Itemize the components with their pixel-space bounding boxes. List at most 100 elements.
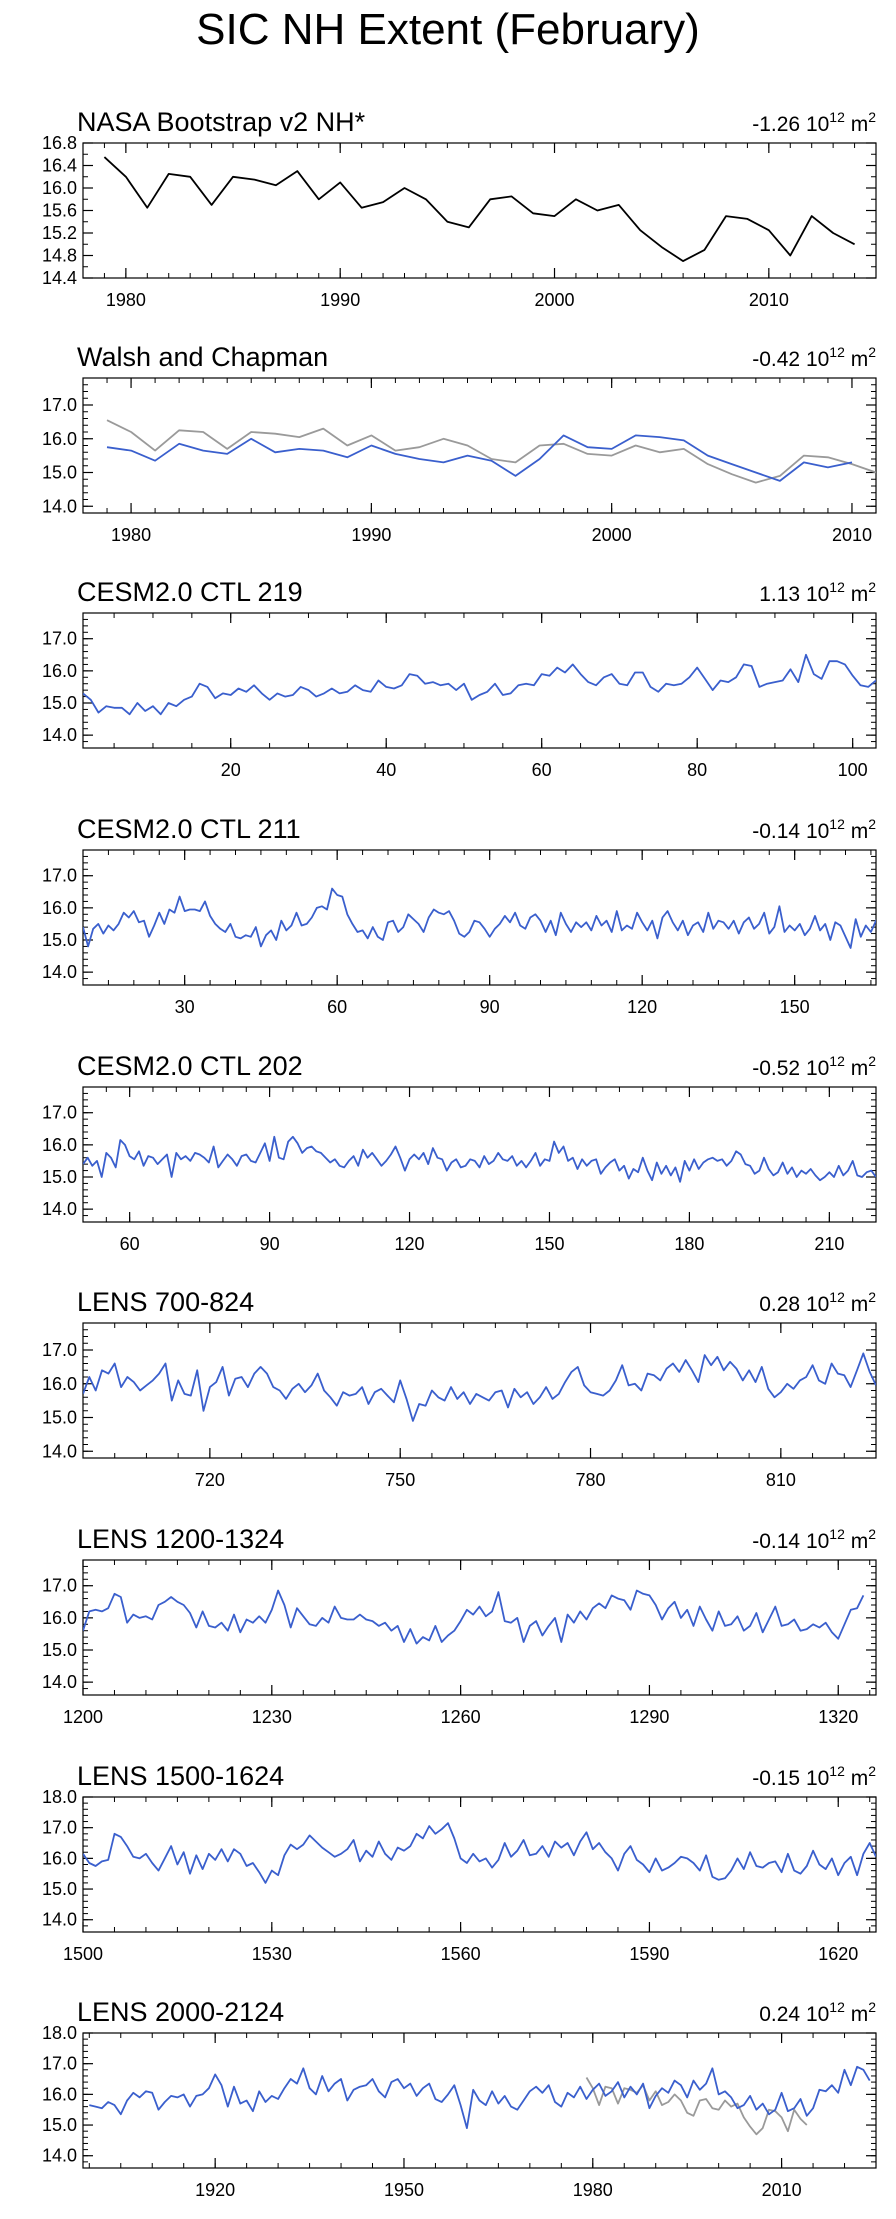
panel-4-x-tick-3: 120 xyxy=(627,997,657,1017)
panel-6-frame xyxy=(82,1322,877,1459)
panel-4-x-tick-0: 30 xyxy=(175,997,195,1017)
panel-8: LENS 1500-1624 -0.15 1012 m2 1500 1530 1560 1… xyxy=(42,1761,877,1964)
panel-5-trend-unit-tail-exp: 2 xyxy=(868,1053,876,1069)
panel-5-x-tick-0: 60 xyxy=(120,1234,140,1254)
panel-9-trend-unit-exp: 12 xyxy=(829,1999,845,2015)
panel-9-y-tick-2: 16.0 xyxy=(42,2084,77,2104)
panel-9-x-tick-2: 1980 xyxy=(573,2180,613,2200)
panel-1-series-obs-line xyxy=(103,156,856,263)
panel-5-y-tick-3: 17.0 xyxy=(42,1103,77,1123)
panel-3-title: CESM2.0 CTL 219 xyxy=(77,577,303,607)
panel-2-y-tick-2: 16.0 xyxy=(42,429,77,449)
panel-4-trend-unit-tail-exp: 2 xyxy=(868,816,876,832)
panel-8-x-tick-4: 1620 xyxy=(818,1944,858,1964)
panel-3-trend-value: 1.13 xyxy=(759,583,806,606)
panel-6-title: LENS 700-824 xyxy=(77,1287,254,1317)
panel-7-x-tick-2: 1260 xyxy=(441,1707,481,1727)
panel-6-series-model-line xyxy=(83,1352,876,1422)
panel-9-trend-unit-tail: m xyxy=(845,2003,868,2026)
panel-7-title: LENS 1200-1324 xyxy=(77,1524,284,1554)
panel-1: NASA Bootstrap v2 NH* -1.26 1012 m2 1980 19… xyxy=(42,107,877,310)
panel-1-x-tick-0: 1980 xyxy=(106,290,146,310)
panel-8-trend-label: -0.15 1012 m2 xyxy=(752,1763,876,1790)
panel-5-frame xyxy=(82,1086,877,1223)
panel-5-trend-unit-exp: 12 xyxy=(829,1053,845,1069)
panel-4-y-tick-0: 14.0 xyxy=(42,962,77,982)
panel-2-trend-value: -0.42 xyxy=(752,348,806,371)
panel-3-trend-unit: 10 xyxy=(806,583,829,606)
panel-7-y-tick-1: 15.0 xyxy=(42,1640,77,1660)
panel-8-y-tick-0: 14.0 xyxy=(42,1910,77,1930)
panel-2-trend-unit-tail-exp: 2 xyxy=(868,344,876,360)
panel-2-trend-unit-tail: m xyxy=(845,348,868,371)
panel-1-trend-unit-tail-exp: 2 xyxy=(868,109,876,125)
panel-2-trend-label: -0.42 1012 m2 xyxy=(752,344,876,371)
panel-1-x-tick-2: 2000 xyxy=(534,290,574,310)
panel-9-x-tick-1: 1950 xyxy=(384,2180,424,2200)
panel-5-y-tick-1: 15.0 xyxy=(42,1167,77,1187)
panel-9-trend-unit-tail-exp: 2 xyxy=(868,1999,876,2015)
panel-4-trend-value: -0.14 xyxy=(752,820,806,843)
panel-4-y-tick-3: 17.0 xyxy=(42,866,77,886)
panel-1-trend-unit: 10 xyxy=(806,113,829,136)
panel-8-y-tick-3: 17.0 xyxy=(42,1818,77,1838)
panel-7-y-tick-0: 14.0 xyxy=(42,1672,77,1692)
panel-4-title: CESM2.0 CTL 211 xyxy=(77,814,301,844)
panel-6-trend-unit-exp: 12 xyxy=(829,1289,845,1305)
panel-7-trend-unit-tail-exp: 2 xyxy=(868,1526,876,1542)
panel-1-y-tick-6: 16.8 xyxy=(42,133,77,153)
panel-2-x-tick-1: 1990 xyxy=(351,525,391,545)
panel-6-y-tick-0: 14.0 xyxy=(42,1441,77,1461)
panel-1-title: NASA Bootstrap v2 NH* xyxy=(77,107,366,137)
panel-4-series-model-line xyxy=(83,887,876,949)
panel-5-x-tick-5: 210 xyxy=(814,1234,844,1254)
panel-6-trend-unit-tail-exp: 2 xyxy=(868,1289,876,1305)
panel-5-trend-unit: 10 xyxy=(806,1057,829,1080)
panel-3-x-tick-2: 60 xyxy=(532,760,552,780)
panel-8-x-tick-2: 1560 xyxy=(441,1944,481,1964)
panel-1-y-tick-4: 16.0 xyxy=(42,178,77,198)
panel-1-trend-value: -1.26 xyxy=(752,113,806,136)
panel-7-x-tick-1: 1230 xyxy=(252,1707,292,1727)
panel-7-x-tick-0: 1200 xyxy=(63,1707,103,1727)
panel-3-y-tick-2: 16.0 xyxy=(42,661,77,681)
panel-8-trend-unit-tail: m xyxy=(845,1767,868,1790)
panel-3-series-model-line xyxy=(83,653,876,716)
panel-4-x-tick-1: 60 xyxy=(327,997,347,1017)
panel-7-y-tick-3: 17.0 xyxy=(42,1576,77,1596)
panel-4-y-tick-2: 16.0 xyxy=(42,898,77,918)
panel-6-x-tick-0: 720 xyxy=(195,1470,225,1490)
panel-4-trend-unit-tail: m xyxy=(845,820,868,843)
panel-7-y-tick-2: 16.0 xyxy=(42,1608,77,1628)
panel-7-series-model-line xyxy=(83,1589,865,1645)
panel-5-trend-value: -0.52 xyxy=(752,1057,806,1080)
panel-6-trend-label: 0.28 1012 m2 xyxy=(759,1289,876,1316)
panel-9-x-tick-3: 2010 xyxy=(762,2180,802,2200)
panel-6-trend-unit-tail: m xyxy=(845,1293,868,1316)
panel-8-y-tick-1: 15.0 xyxy=(42,1879,77,1899)
panel-8-trend-unit-exp: 12 xyxy=(829,1763,845,1779)
panel-2-y-tick-1: 15.0 xyxy=(42,463,77,483)
panel-2-frame xyxy=(82,377,877,514)
panel-7-trend-unit-exp: 12 xyxy=(829,1526,845,1542)
panel-6-y-tick-2: 16.0 xyxy=(42,1374,77,1394)
panel-2-x-tick-0: 1980 xyxy=(111,525,151,545)
panel-7: LENS 1200-1324 -0.14 1012 m2 1200 1230 1260 1… xyxy=(42,1524,877,1727)
panel-5-series-model-line xyxy=(83,1135,876,1183)
panel-8-trend-value: -0.15 xyxy=(752,1767,806,1790)
panel-7-frame xyxy=(82,1559,877,1696)
panel-5: CESM2.0 CTL 202 -0.52 1012 m2 60 90 120 150 18… xyxy=(42,1051,877,1254)
panel-4-trend-unit: 10 xyxy=(806,820,829,843)
panel-7-x-tick-3: 1290 xyxy=(629,1707,669,1727)
panel-9-title: LENS 2000-2124 xyxy=(77,1997,284,2027)
panel-4-trend-unit-exp: 12 xyxy=(829,816,845,832)
panel-2-x-tick-2: 2000 xyxy=(592,525,632,545)
panel-1-frame xyxy=(82,142,877,279)
panel-1-y-tick-0: 14.4 xyxy=(42,268,77,288)
panel-8-frame xyxy=(82,1796,877,1933)
panel-3-x-tick-4: 100 xyxy=(838,760,868,780)
panel-3-x-tick-1: 40 xyxy=(376,760,396,780)
panel-7-trend-label: -0.14 1012 m2 xyxy=(752,1526,876,1553)
panel-3: CESM2.0 CTL 219 1.13 1012 m2 20 40 60 80 100 14… xyxy=(42,577,877,780)
